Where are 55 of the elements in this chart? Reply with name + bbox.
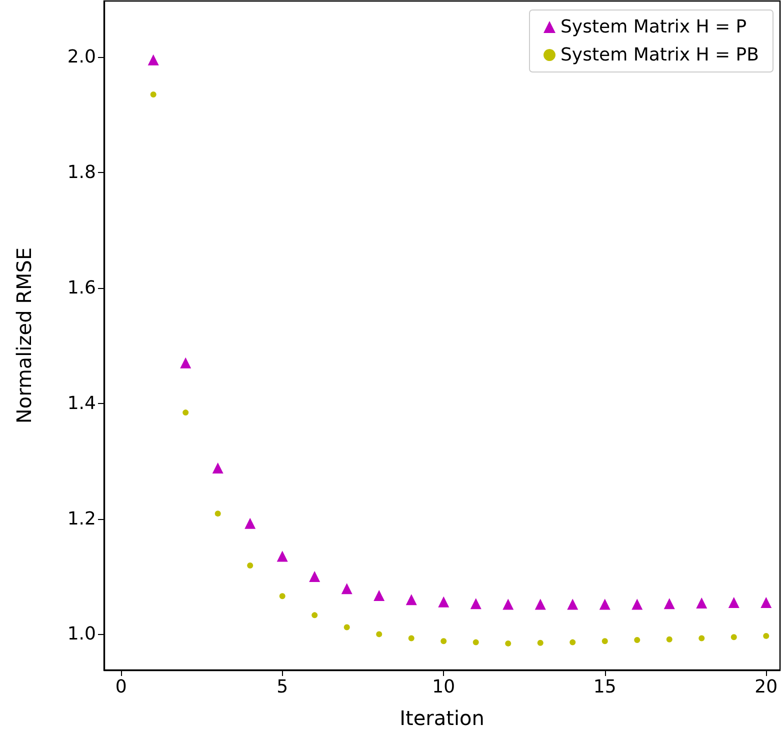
point	[470, 598, 482, 610]
point	[537, 640, 544, 646]
point	[666, 636, 672, 642]
point	[664, 598, 675, 610]
y-axis-title: Normalized RMSE	[12, 247, 36, 424]
legend-label: System Matrix H = PB	[560, 44, 760, 66]
point	[632, 598, 643, 610]
point	[212, 462, 224, 474]
point	[505, 640, 512, 646]
x-tick-label: 0	[115, 676, 127, 698]
x-tick-label: 15	[593, 676, 616, 698]
x-axis-title: Iteration	[400, 706, 484, 730]
y-tick-label: 1.6	[67, 277, 96, 298]
point	[247, 562, 254, 569]
point	[567, 598, 578, 610]
point	[730, 634, 737, 640]
point	[309, 570, 320, 582]
point	[279, 593, 286, 600]
point	[602, 638, 608, 644]
point	[150, 92, 156, 98]
point	[472, 639, 479, 646]
y-tick-label: 1.0	[67, 624, 96, 645]
point	[344, 624, 350, 630]
y-tick-label: 1.2	[67, 508, 96, 530]
point	[312, 612, 318, 618]
point	[728, 596, 740, 608]
point	[244, 518, 256, 529]
point	[570, 639, 576, 646]
point	[276, 550, 288, 562]
point	[440, 638, 447, 644]
legend-label: System Matrix H = P	[560, 16, 747, 38]
y-tick-label: 1.4	[67, 392, 96, 414]
point	[634, 636, 640, 643]
point	[408, 635, 414, 642]
point	[760, 596, 772, 608]
point	[214, 510, 221, 517]
point	[406, 594, 417, 606]
point	[182, 410, 189, 416]
point	[180, 357, 192, 368]
y-tick-label: 1.8	[67, 162, 96, 183]
point	[698, 635, 705, 642]
point	[763, 632, 770, 639]
point	[438, 596, 450, 608]
x-tick-label: 5	[276, 676, 288, 698]
x-tick-label: 20	[754, 676, 778, 698]
point	[376, 631, 382, 638]
point	[599, 598, 610, 610]
point	[374, 590, 385, 602]
point	[148, 54, 159, 66]
point	[696, 598, 708, 609]
y-tick-label: 2.0	[67, 46, 96, 68]
point	[502, 598, 514, 610]
point	[341, 583, 352, 594]
x-tick-label: 10	[432, 676, 456, 698]
point	[534, 598, 546, 610]
